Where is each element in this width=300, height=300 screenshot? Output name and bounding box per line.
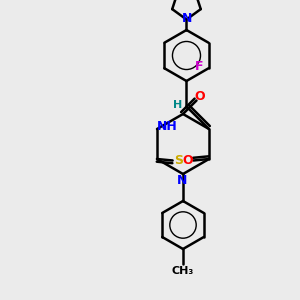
Text: O: O: [182, 154, 193, 167]
Text: N: N: [177, 174, 188, 187]
Text: O: O: [195, 90, 206, 104]
Text: N: N: [182, 11, 192, 25]
Text: F: F: [195, 60, 204, 73]
Text: S: S: [174, 154, 183, 167]
Text: H: H: [173, 100, 183, 110]
Text: NH: NH: [157, 119, 178, 133]
Text: CH₃: CH₃: [172, 266, 194, 276]
